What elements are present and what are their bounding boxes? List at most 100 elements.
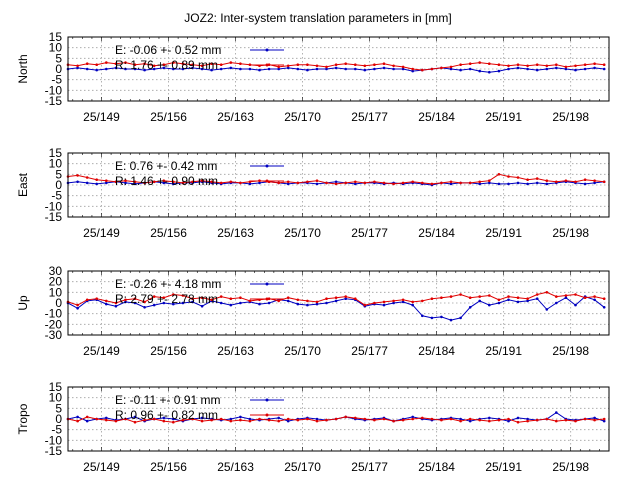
data-point-e [114, 66, 118, 70]
data-point-r [593, 418, 596, 422]
data-point-e [497, 301, 501, 305]
data-point-e [219, 301, 223, 305]
data-point-r [152, 180, 156, 184]
data-point-e [593, 416, 596, 420]
data-point-r [229, 297, 233, 301]
plot-frame [67, 36, 610, 102]
data-point-e [229, 417, 233, 421]
data-point-r [306, 180, 309, 184]
data-point-e [172, 302, 175, 306]
data-point-e [459, 68, 462, 72]
data-point-r [411, 417, 415, 421]
data-point-e [478, 299, 482, 303]
data-point-e [133, 67, 137, 71]
data-point-r [344, 295, 348, 298]
data-point-r [583, 178, 587, 181]
data-point-r [440, 66, 443, 70]
data-point-r [229, 61, 233, 64]
data-point-r [172, 180, 175, 184]
data-point-e [602, 306, 606, 309]
data-point-r [555, 419, 558, 423]
data-point-e [545, 308, 549, 311]
data-point-e [162, 66, 166, 70]
data-point-r [535, 418, 539, 422]
data-point-r [373, 301, 376, 305]
data-point-r [172, 61, 175, 64]
data-point-r [373, 418, 376, 422]
data-point-r [286, 417, 290, 421]
y-tick-label: -20 [45, 317, 63, 331]
y-tick-label: -15 [45, 94, 63, 108]
data-point-e [286, 419, 290, 423]
data-point-e [277, 67, 281, 71]
data-point-e [583, 182, 587, 186]
data-point-r [191, 63, 194, 66]
data-point-r [564, 418, 568, 422]
data-point-r [133, 63, 137, 66]
data-point-r [344, 62, 348, 65]
data-point-r [286, 296, 290, 300]
data-point-r [315, 419, 319, 423]
data-point-e [526, 299, 529, 303]
data-point-e [325, 67, 328, 71]
data-point-e [593, 66, 596, 70]
data-point-r [421, 416, 424, 420]
data-point-r [488, 179, 491, 182]
data-point-e [124, 67, 127, 71]
data-point-r [459, 181, 462, 185]
data-point-r [449, 180, 453, 184]
data-point-r [526, 419, 529, 423]
y-tick-label: 15 [49, 30, 63, 44]
x-tick-label: 25/177 [351, 344, 388, 358]
data-point-r [354, 416, 357, 420]
plot-frame [67, 386, 610, 452]
y-tick-label: 0 [55, 178, 62, 192]
data-point-e [162, 416, 166, 420]
data-point-r [200, 64, 204, 68]
data-point-r [191, 417, 194, 421]
y-tick-label: 20 [49, 275, 63, 289]
data-point-e [181, 301, 185, 305]
x-tick-label: 25/170 [284, 344, 321, 358]
data-point-r [535, 63, 539, 66]
data-point-r [210, 298, 213, 302]
data-point-r [411, 180, 415, 184]
data-point-e [210, 68, 213, 72]
data-point-r [229, 419, 233, 423]
data-point-e [392, 301, 395, 305]
plot-frame [67, 152, 610, 218]
data-point-r [143, 418, 146, 422]
data-point-r [401, 65, 405, 69]
data-point-e [306, 303, 309, 307]
data-point-r [459, 419, 462, 423]
data-point-r [181, 181, 185, 185]
data-point-e [334, 180, 338, 184]
data-point-r [468, 417, 472, 421]
data-point-e [526, 417, 529, 421]
data-point-r [210, 180, 213, 184]
y-axis-label: East [16, 172, 30, 197]
data-point-e [354, 67, 357, 71]
data-point-r [392, 182, 395, 186]
data-point-e [526, 67, 529, 71]
data-point-e [555, 301, 558, 305]
data-point-r [516, 63, 520, 66]
y-tick-label: 15 [49, 380, 63, 394]
data-point-e [516, 416, 520, 420]
data-point-e [152, 67, 156, 71]
data-point-r [248, 419, 252, 423]
y-tick-label: -15 [45, 444, 63, 458]
legend-marker-e [265, 282, 269, 286]
data-point-r [219, 417, 223, 421]
data-point-e [85, 181, 89, 185]
data-point-r [162, 296, 166, 300]
data-point-e [535, 68, 539, 72]
y-tick-label: 0 [55, 412, 62, 426]
x-tick-label: 25/184 [418, 460, 455, 474]
x-tick-label: 25/184 [418, 226, 455, 240]
data-point-r [574, 64, 577, 68]
data-point-r [593, 179, 596, 182]
data-point-r [267, 418, 271, 422]
